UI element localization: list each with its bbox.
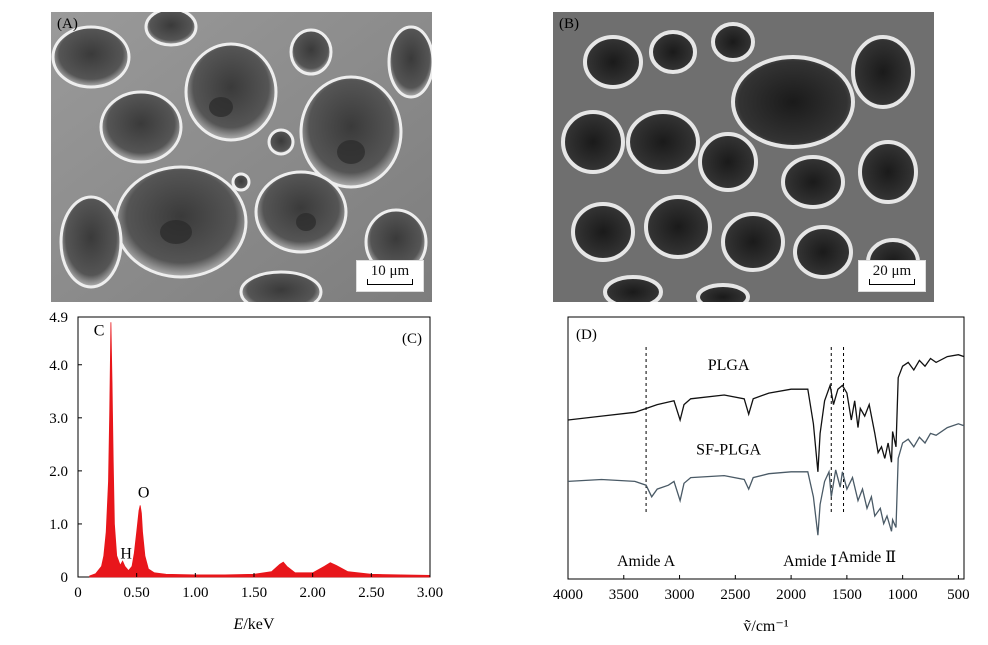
peak-label-o: O: [138, 484, 150, 501]
scale-bar-text-a: 10 μm: [370, 263, 410, 279]
spectrum-label: Amide A: [617, 553, 676, 570]
x-tick-label-c: 3.00: [417, 585, 443, 601]
scale-bar-a: 10 μm: [356, 260, 424, 292]
x-tick-label-d: 1000: [888, 587, 918, 603]
sem-porous-texture-a: [51, 12, 432, 302]
sem-image-a: (A) 10 μm: [51, 12, 432, 302]
x-tick-label-c: 0.50: [124, 585, 150, 601]
series-plga: [567, 354, 965, 472]
x-tick-label-d: 2000: [776, 587, 806, 603]
ftir-spectrum-chart: 4000 3500 3000 2500 2000 1500 1000 500 PLGA SF-P…: [553, 316, 970, 635]
panel-label-c: (C): [402, 331, 422, 347]
x-tick-label-c: 1.50: [241, 585, 267, 601]
scale-bar-b: 20 μm: [858, 260, 926, 292]
x-axis-label-unit-c: /keV: [243, 616, 275, 633]
x-tick-label-c: 0: [74, 585, 82, 601]
x-tick-label-c: 2.50: [358, 585, 384, 601]
x-tick-label-d: 3500: [609, 587, 639, 603]
x-axis-label-italic-c: E: [233, 616, 244, 633]
y-tick-label-c: 4.0: [49, 358, 68, 374]
spectrum-label: SF-PLGA: [696, 442, 761, 459]
panel-label-b: (B): [559, 16, 579, 32]
sem-porous-texture-b: [553, 12, 934, 302]
plot-frame-d: [567, 316, 965, 580]
scale-bar-text-b: 20 μm: [872, 263, 912, 279]
x-tick-label-d: 500: [947, 587, 970, 603]
x-axis-label-d: ṽ/cm⁻¹: [743, 618, 788, 635]
panel-label-a: (A): [57, 16, 78, 32]
y-tick-label-c: 3.0: [49, 411, 68, 427]
eds-spectrum-chart: 0 0.50 1.00 1.50 2.00 2.50 3.00 0 1.0 2.0 3.0 4.0 4…: [49, 310, 443, 633]
x-tick-label-d: 4000: [553, 587, 583, 603]
panel-label-d: (D): [576, 327, 597, 343]
x-tick-label-c: 1.00: [182, 585, 208, 601]
series-sf-plga: [567, 423, 965, 536]
y-tick-label-c: 4.9: [49, 310, 68, 326]
x-tick-label-d: 3000: [665, 587, 695, 603]
scale-bar-line-b: [869, 279, 915, 285]
spectrum-label: Amide Ⅰ: [783, 553, 837, 570]
y-tick-label-c: 0: [61, 570, 69, 586]
spectrum-label: PLGA: [708, 357, 750, 374]
sem-image-b: (B) 20 μm: [553, 12, 934, 302]
plot-frame-c: [77, 316, 431, 578]
x-tick-label-c: 2.00: [300, 585, 326, 601]
peak-label-c: C: [94, 323, 105, 340]
y-tick-label-c: 1.0: [49, 517, 68, 533]
y-tick-label-c: 2.0: [49, 464, 68, 480]
eds-series-0: [89, 322, 431, 578]
x-tick-label-d: 2500: [720, 587, 750, 603]
peak-label-h: H: [120, 545, 132, 562]
x-axis-label-c: E/keV: [233, 616, 275, 633]
spectrum-label: Amide Ⅱ: [838, 549, 896, 566]
scale-bar-line-a: [367, 279, 413, 285]
x-tick-label-d: 1500: [832, 587, 862, 603]
